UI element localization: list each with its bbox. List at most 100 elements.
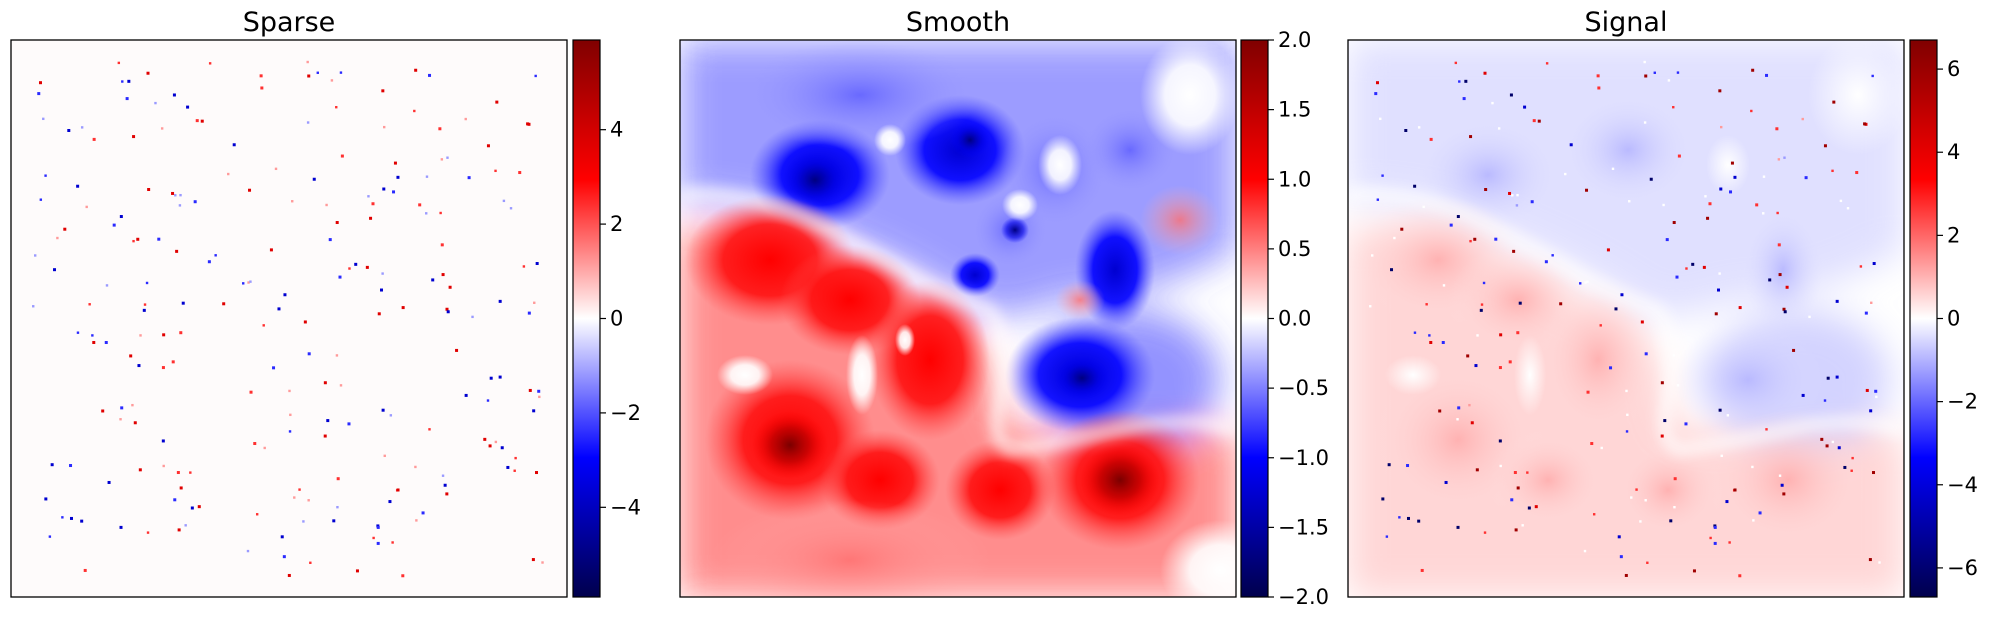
- spike-point: [336, 505, 339, 509]
- spike-point: [69, 464, 73, 468]
- spike-point: [143, 303, 147, 306]
- spike-point: [377, 312, 381, 316]
- spike-point: [1785, 285, 1789, 289]
- spike-point: [1469, 239, 1472, 243]
- spike-point: [526, 122, 530, 126]
- spike-point: [1422, 205, 1425, 209]
- spike-point: [355, 569, 359, 573]
- colorbar-sparse-ticks: 4 2 0 −2 −4: [600, 118, 641, 519]
- spike-point: [1672, 221, 1676, 225]
- spike-point: [1371, 254, 1374, 257]
- spike-point: [1456, 418, 1459, 421]
- spike-point: [1765, 73, 1769, 77]
- spike-point: [425, 212, 428, 215]
- spike-point: [263, 446, 266, 450]
- spike-point: [506, 465, 510, 469]
- spike-point: [1564, 172, 1567, 176]
- spike-point: [528, 388, 532, 392]
- spike-point: [1718, 272, 1721, 275]
- spike-point: [514, 456, 517, 460]
- spike-point: [371, 202, 375, 206]
- spike-point: [1630, 496, 1633, 499]
- spike-point: [1390, 268, 1394, 272]
- spike-point: [431, 278, 435, 282]
- spike-point: [131, 403, 134, 407]
- spike-point: [307, 352, 311, 356]
- spike-point: [272, 366, 276, 370]
- spike-point: [1444, 480, 1448, 484]
- spike-point: [1660, 434, 1664, 438]
- spike-point: [532, 409, 536, 413]
- spike-point: [1726, 414, 1730, 417]
- spike-point: [335, 354, 339, 357]
- spike-point: [1516, 486, 1520, 490]
- spike-point: [1406, 516, 1410, 520]
- spike-point: [1480, 303, 1484, 306]
- spike-point: [195, 119, 199, 123]
- spike-point: [1387, 463, 1391, 467]
- spike-point: [1729, 190, 1733, 194]
- spike-point: [1559, 302, 1563, 306]
- spike-point: [1466, 354, 1470, 358]
- spike-point: [1544, 260, 1548, 264]
- spike-point: [1660, 381, 1664, 385]
- spike-point: [1379, 117, 1382, 121]
- spike-point: [162, 464, 165, 468]
- spike-point: [34, 254, 37, 257]
- spike-point: [531, 558, 535, 562]
- spike-point: [1820, 437, 1824, 441]
- spike-point: [1454, 61, 1458, 65]
- spike-point: [1868, 558, 1872, 562]
- spike-point: [61, 516, 64, 519]
- spike-point: [1483, 71, 1487, 75]
- spike-point: [1441, 341, 1445, 345]
- spike-point: [247, 281, 250, 284]
- spike-point: [332, 519, 336, 523]
- spike-point: [1456, 215, 1460, 219]
- spike-point: [1855, 171, 1859, 175]
- spike-point: [428, 73, 432, 77]
- spike-point: [179, 331, 183, 335]
- spike-point: [277, 307, 281, 311]
- spike-point: [1635, 488, 1638, 491]
- spike-point: [101, 409, 105, 413]
- spike-point: [483, 437, 487, 441]
- spike-point: [176, 471, 180, 475]
- spike-point: [42, 117, 45, 121]
- spike-point: [1479, 308, 1483, 312]
- spike-point: [1469, 135, 1473, 139]
- spike-point: [1713, 541, 1717, 545]
- spike-point: [534, 74, 537, 78]
- spike-point: [293, 496, 296, 499]
- spike-point: [1676, 71, 1680, 74]
- spike-point: [91, 334, 94, 337]
- spike-point: [178, 204, 182, 207]
- spike-point: [1381, 174, 1384, 177]
- spike-point: [401, 574, 405, 578]
- spike-point: [441, 474, 445, 477]
- spike-point: [1597, 86, 1601, 90]
- spike-point: [1499, 333, 1503, 337]
- spike-point: [445, 307, 449, 311]
- spike-point: [335, 105, 338, 109]
- spike-point: [1494, 237, 1498, 241]
- spike-point: [117, 61, 121, 65]
- spike-point: [1720, 125, 1723, 129]
- spike-point: [280, 535, 284, 539]
- spike-point: [306, 121, 310, 124]
- spike-point: [538, 395, 541, 399]
- spike-point: [1775, 127, 1779, 131]
- spike-point: [1738, 574, 1742, 578]
- spike-point: [1586, 390, 1590, 394]
- spike-point: [443, 483, 447, 487]
- spike-point: [208, 62, 212, 65]
- spike-point: [1864, 311, 1868, 315]
- spike-point: [1669, 519, 1673, 523]
- spike-point: [1491, 101, 1494, 105]
- spike-point: [1583, 549, 1587, 553]
- colorbar-tick-label: −6: [1947, 556, 1978, 580]
- spike-point: [193, 200, 197, 204]
- spike-point: [1639, 520, 1642, 523]
- colorbar-signal-ticks: 6 4 2 0 −2 −4 −6: [1937, 57, 1978, 580]
- spike-point: [1825, 444, 1829, 448]
